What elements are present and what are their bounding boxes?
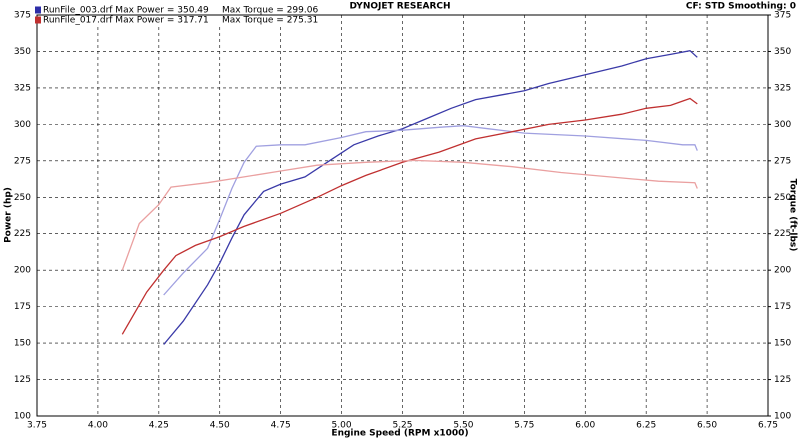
y-tick-label: 125 bbox=[14, 375, 31, 385]
legend-bg bbox=[42, 5, 312, 15]
y-axis-label: Power (hp) bbox=[4, 187, 14, 243]
y2-tick-label: 175 bbox=[774, 302, 791, 312]
series-line bbox=[163, 125, 698, 296]
x-tick-label: 5.25 bbox=[392, 421, 412, 431]
y2-tick-label: 300 bbox=[774, 120, 791, 130]
y-tick-label: 225 bbox=[14, 229, 31, 239]
y2-axis-label: Torque (ft-lbs) bbox=[788, 179, 798, 252]
y-tick-label: 375 bbox=[14, 11, 31, 21]
y2-tick-label: 250 bbox=[774, 193, 791, 203]
y2-tick-label: 100 bbox=[774, 412, 791, 422]
x-tick-label: 5.50 bbox=[453, 421, 473, 431]
y-tick-label: 200 bbox=[14, 266, 31, 276]
y-tick-label: 100 bbox=[14, 412, 31, 422]
x-tick-label: 6.50 bbox=[697, 421, 717, 431]
x-tick-label: 5.00 bbox=[332, 421, 352, 431]
y2-tick-label: 200 bbox=[774, 266, 791, 276]
y2-tick-label: 325 bbox=[774, 83, 791, 93]
x-tick-label: 6.75 bbox=[758, 421, 778, 431]
y2-tick-label: 150 bbox=[774, 339, 791, 349]
x-tick-label: 6.25 bbox=[636, 421, 656, 431]
y-tick-label: 175 bbox=[14, 302, 31, 312]
y2-tick-label: 350 bbox=[774, 47, 791, 57]
x-tick-label: 6.00 bbox=[575, 421, 595, 431]
series-line bbox=[121, 97, 698, 335]
y-tick-label: 275 bbox=[14, 156, 31, 166]
y2-tick-label: 275 bbox=[774, 156, 791, 166]
x-tick-label: 4.50 bbox=[210, 421, 230, 431]
legend-torque: Max Torque = 275.31 bbox=[222, 16, 318, 26]
y-tick-label: 325 bbox=[14, 83, 31, 93]
y-tick-label: 150 bbox=[14, 339, 31, 349]
x-axis-label: Engine Speed (RPM x1000) bbox=[331, 429, 468, 439]
subtitle: CF: STD Smoothing: 0 bbox=[686, 2, 796, 12]
x-tick-label: 4.75 bbox=[271, 421, 291, 431]
x-tick-label: 4.25 bbox=[149, 421, 169, 431]
chart-title: DYNOJET RESEARCH bbox=[349, 2, 450, 12]
y-tick-label: 350 bbox=[14, 47, 31, 57]
x-tick-label: 3.75 bbox=[27, 421, 47, 431]
y2-tick-label: 225 bbox=[774, 229, 791, 239]
legend-swatch bbox=[35, 6, 41, 14]
series-line bbox=[121, 159, 698, 271]
legend-bg bbox=[42, 15, 312, 25]
y-tick-label: 300 bbox=[14, 120, 31, 130]
series-line bbox=[163, 50, 698, 345]
legend-power: RunFile_017.drf Max Power = 317.71 bbox=[43, 16, 209, 26]
y2-tick-label: 375 bbox=[774, 11, 791, 21]
legend-swatch bbox=[35, 16, 41, 24]
legend-torque: Max Torque = 299.06 bbox=[222, 6, 318, 16]
x-tick-label: 4.00 bbox=[88, 421, 108, 431]
x-tick-label: 5.75 bbox=[514, 421, 534, 431]
legend-power: RunFile_003.drf Max Power = 350.49 bbox=[43, 6, 209, 16]
y-tick-label: 250 bbox=[14, 193, 31, 203]
y2-tick-label: 125 bbox=[774, 375, 791, 385]
plot-frame bbox=[36, 14, 769, 417]
